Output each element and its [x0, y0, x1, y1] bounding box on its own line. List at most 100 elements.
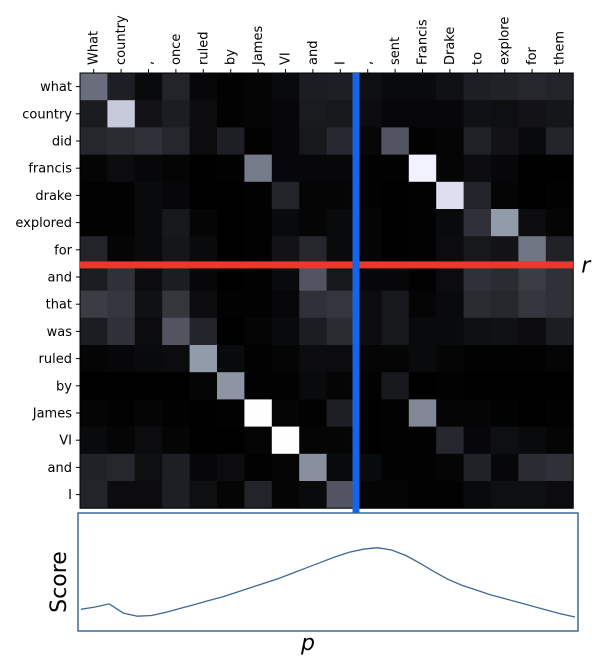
heatmap-cell: [271, 345, 300, 373]
heatmap-cell: [381, 181, 410, 210]
column-token-label: What: [87, 31, 102, 65]
heatmap-cell: [134, 154, 163, 183]
heatmap-cell: [381, 399, 410, 427]
heatmap-cell: [80, 154, 108, 183]
row-token-label: drake: [35, 189, 72, 204]
heatmap-cell: [162, 100, 190, 128]
heatmap-cell: [189, 100, 218, 128]
heatmap-cell: [134, 399, 163, 427]
heatmap-cell: [491, 426, 519, 455]
heatmap-cell: [408, 345, 437, 373]
heatmap-cell: [162, 399, 190, 427]
heatmap-cell: [518, 181, 547, 210]
heatmap-cell: [326, 426, 355, 455]
heatmap-cell: [244, 426, 273, 455]
heatmap-cell: [408, 426, 437, 455]
heatmap-cell: [463, 399, 492, 427]
heatmap-cell: [463, 453, 492, 482]
heatmap-cell: [189, 290, 218, 319]
heatmap-cell: [189, 154, 218, 183]
heatmap-cell: [518, 154, 547, 183]
heatmap-cell: [518, 73, 547, 101]
heatmap-cell: [189, 127, 218, 155]
heatmap-cell: [299, 127, 327, 155]
heatmap-cell: [326, 399, 355, 427]
heatmap-cell: [271, 290, 300, 319]
score-axis-label: Score: [47, 551, 72, 613]
heatmap-cell: [134, 181, 163, 210]
row-token-label: ruled: [39, 352, 72, 367]
heatmap-cell: [217, 290, 245, 319]
heatmap-cell: [217, 154, 245, 183]
heatmap-cell: [244, 372, 273, 400]
column-token-label: and: [306, 41, 321, 65]
heatmap-cell: [299, 290, 327, 319]
heatmap-cell: [408, 73, 437, 101]
heatmap-cell: [217, 236, 245, 264]
heatmap-cell: [80, 290, 108, 319]
heatmap-cell: [217, 100, 245, 128]
heatmap-cell: [545, 345, 574, 373]
heatmap-cell: [189, 453, 218, 482]
heatmap-cell: [491, 181, 519, 210]
heatmap-cell: [162, 453, 190, 482]
heatmap-cell: [408, 100, 437, 128]
heatmap-cell: [107, 399, 136, 427]
heatmap-cell: [545, 127, 574, 155]
heatmap-cell: [134, 209, 163, 237]
column-token-label: country: [114, 15, 129, 65]
heatmap-cell: [545, 209, 574, 237]
row-token-label: what: [40, 80, 72, 95]
heatmap-cell: [408, 453, 437, 482]
heatmap-cell: [436, 290, 464, 319]
heatmap-cell: [162, 345, 190, 373]
heatmap-cell: [545, 73, 574, 101]
heatmap-cell: [326, 372, 355, 400]
heatmap-cell: [162, 481, 190, 509]
heatmap-cell: [162, 290, 190, 319]
column-token-labels: What country, once ruled by James VI and I, sent F…: [87, 15, 568, 66]
heatmap-cell: [134, 236, 163, 264]
heatmap-cell: [463, 100, 492, 128]
heatmap-cell: [80, 345, 108, 373]
heatmap-cell: [162, 236, 190, 264]
heatmap-cell: [518, 100, 547, 128]
heatmap-cell: [134, 317, 163, 346]
heatmap-cell: [134, 100, 163, 128]
heatmap-cell: [518, 236, 547, 264]
heatmap-cell: [271, 453, 300, 482]
heatmap-cell: [134, 453, 163, 482]
heatmap-cell: [107, 345, 136, 373]
column-token-label: sent: [388, 37, 403, 65]
heatmap-cell: [381, 100, 410, 128]
row-token-label: and: [48, 271, 72, 286]
heatmap-cell: [518, 290, 547, 319]
heatmap-cell: [271, 127, 300, 155]
heatmap-cell: [518, 209, 547, 237]
position-axis-label: p: [300, 631, 315, 656]
column-token-label: ,: [142, 61, 157, 65]
heatmap-cell: [217, 345, 245, 373]
heatmap-cell: [80, 181, 108, 210]
heatmap-cell: [436, 127, 464, 155]
heatmap-cell: [299, 73, 327, 101]
heatmap-cell: [244, 100, 273, 128]
heatmap-cell: [381, 290, 410, 319]
heatmap-cell: [244, 127, 273, 155]
column-token-label: once: [169, 34, 184, 65]
row-token-label: explored: [15, 216, 72, 231]
heatmap-cell: [162, 181, 190, 210]
heatmap-cell: [463, 481, 492, 509]
column-token-label: for: [525, 46, 540, 65]
heatmap-cell: [162, 372, 190, 400]
heatmap-cell: [408, 209, 437, 237]
heatmap-cell: [299, 154, 327, 183]
column-token-label: Francis: [416, 19, 431, 65]
heatmap-frame: [79, 72, 574, 509]
heatmap-cell: [326, 73, 355, 101]
heatmap-cell: [244, 73, 273, 101]
heatmap-cell: [491, 481, 519, 509]
heatmap-cell: [436, 317, 464, 346]
heatmap-cell: [381, 317, 410, 346]
heatmap-cell: [436, 154, 464, 183]
